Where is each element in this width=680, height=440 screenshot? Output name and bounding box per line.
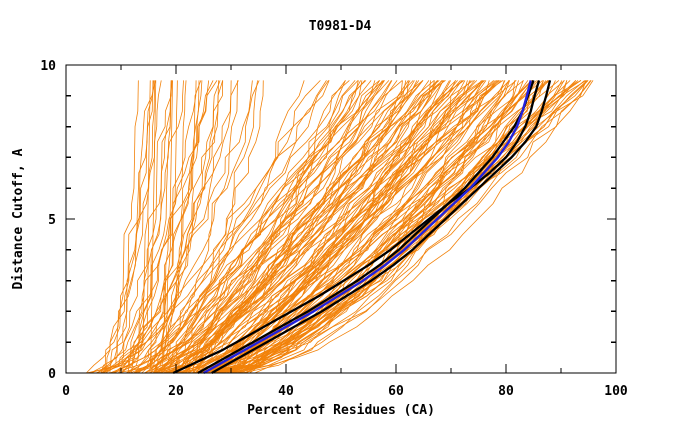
model-curve [192, 80, 500, 374]
model-curve [95, 80, 172, 374]
model-curve [215, 80, 544, 374]
model-curve [114, 80, 330, 374]
y-axis-tick-labels: 0 5 10 [40, 59, 56, 382]
model-curve [159, 80, 409, 374]
model-curve [100, 80, 156, 374]
model-curve [110, 80, 232, 374]
y-tick-label: 10 [40, 59, 56, 74]
x-tick-label: 40 [278, 384, 294, 399]
model-curve [153, 80, 415, 374]
x-tick-label: 20 [168, 384, 184, 399]
model-curve [185, 80, 484, 374]
highlight-model-curves [172, 80, 552, 375]
model-curve [126, 80, 151, 374]
model-curve [185, 80, 420, 374]
model-curve [128, 80, 187, 374]
tick-marks [66, 65, 616, 373]
model-curve [168, 80, 385, 374]
model-curve [120, 80, 184, 374]
model-curve [183, 80, 452, 374]
model-curve [133, 80, 329, 374]
model-curve [125, 80, 305, 374]
x-axis-tick-labels: 0 20 40 60 80 100 [62, 384, 628, 399]
model-curve [153, 80, 173, 374]
model-curve [100, 80, 197, 374]
model-curve [212, 80, 438, 374]
model-curve [134, 80, 380, 374]
highlight-curve-black-3 [211, 80, 552, 375]
model-curve [182, 80, 456, 374]
model-curve [216, 80, 495, 374]
model-curve [233, 80, 534, 374]
model-curve [232, 80, 550, 374]
model-curve [109, 80, 260, 374]
highlight-curve-black-1 [197, 80, 535, 375]
highlight-curve-black-2 [172, 80, 541, 375]
model-curve [215, 80, 510, 374]
x-tick-label: 60 [388, 384, 404, 399]
model-curve [96, 80, 139, 374]
model-curve [215, 80, 468, 374]
y-axis-title: Distance Cutoff, A [11, 148, 26, 289]
model-curve [89, 80, 224, 374]
model-curve [157, 80, 390, 374]
model-curve [148, 80, 321, 374]
model-curve [230, 80, 594, 374]
model-curve [111, 80, 238, 374]
model-curve [160, 80, 385, 374]
model-curve [155, 80, 178, 374]
curves-layer [86, 80, 594, 375]
model-curve [160, 80, 424, 374]
x-tick-label: 0 [62, 384, 70, 399]
page-title: T0981-D4 [309, 19, 372, 34]
model-curve [127, 80, 327, 374]
model-curve [101, 80, 203, 374]
model-curve [211, 80, 534, 374]
model-curve [254, 80, 592, 374]
background-model-curves [86, 80, 594, 374]
model-curve [102, 80, 253, 374]
model-curve [176, 80, 476, 374]
model-curve [90, 80, 156, 374]
model-curve [155, 80, 430, 374]
model-curve [166, 80, 442, 374]
y-tick-label: 5 [48, 213, 56, 228]
x-tick-label: 100 [604, 384, 628, 399]
model-curve [235, 80, 587, 374]
model-curve [135, 80, 202, 374]
model-curve [177, 80, 474, 374]
model-curve [219, 80, 498, 374]
model-curve [154, 80, 362, 374]
highlight-curve-blue-1 [202, 80, 532, 375]
model-curve [173, 80, 472, 374]
model-curve [137, 80, 384, 374]
model-curve [145, 80, 367, 374]
model-curve [100, 80, 218, 374]
model-curve [230, 80, 568, 374]
axis-frame [65, 64, 617, 374]
model-curve [118, 80, 173, 374]
model-curve [141, 80, 157, 374]
model-curve [233, 80, 524, 374]
plot-frame-box [65, 64, 617, 374]
model-curve [196, 80, 484, 374]
model-curve [200, 80, 418, 374]
model-curve [133, 80, 376, 374]
x-tick-label: 80 [498, 384, 514, 399]
model-curve [198, 80, 500, 374]
model-curve [117, 80, 258, 374]
y-tick-label: 0 [48, 367, 56, 382]
model-curve [97, 80, 214, 374]
model-curve [99, 80, 239, 374]
x-axis-title: Percent of Residues (CA) [247, 403, 435, 418]
